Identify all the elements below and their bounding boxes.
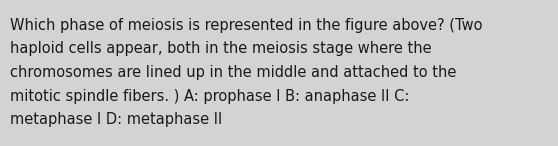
Text: haploid cells appear, both in the meiosis stage where the: haploid cells appear, both in the meiosi… [10,41,432,57]
Text: metaphase I D: metaphase II: metaphase I D: metaphase II [10,112,222,127]
Text: mitotic spindle fibers. ) A: prophase I B: anaphase II C:: mitotic spindle fibers. ) A: prophase I … [10,88,410,104]
Text: chromosomes are lined up in the middle and attached to the: chromosomes are lined up in the middle a… [10,65,456,80]
Text: Which phase of meiosis is represented in the figure above? (Two: Which phase of meiosis is represented in… [10,18,483,33]
